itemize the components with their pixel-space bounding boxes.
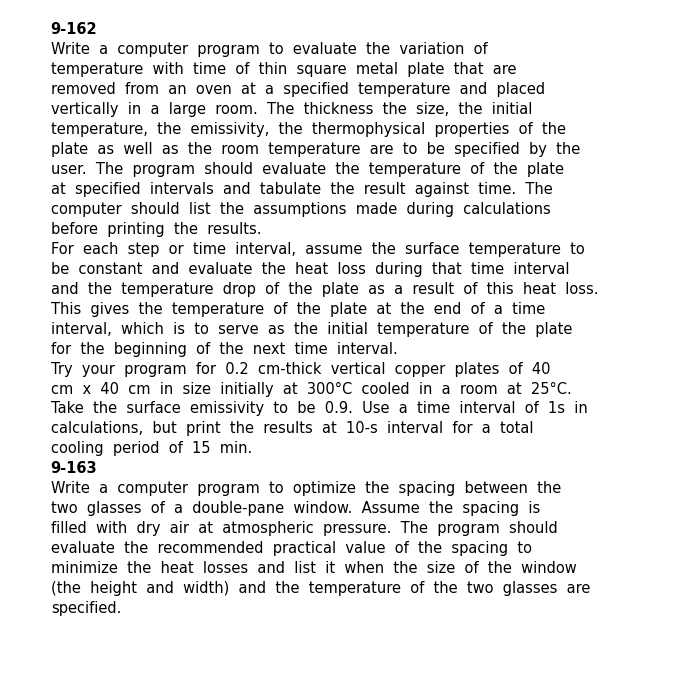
Text: cm  x  40  cm  in  size  initially  at  300°C  cooled  in  a  room  at  25°C.: cm x 40 cm in size initially at 300°C co… [51, 382, 571, 396]
Text: temperature,  the  emissivity,  the  thermophysical  properties  of  the: temperature, the emissivity, the thermop… [51, 122, 566, 137]
Text: Write  a  computer  program  to  evaluate  the  variation  of: Write a computer program to evaluate the… [51, 42, 487, 57]
Text: and  the  temperature  drop  of  the  plate  as  a  result  of  this  heat  loss: and the temperature drop of the plate as… [51, 281, 598, 297]
Text: vertically  in  a  large  room.  The  thickness  the  size,  the  initial: vertically in a large room. The thicknes… [51, 102, 532, 117]
Text: This  gives  the  temperature  of  the  plate  at  the  end  of  a  time: This gives the temperature of the plate … [51, 302, 545, 316]
Text: interval,  which  is  to  serve  as  the  initial  temperature  of  the  plate: interval, which is to serve as the initi… [51, 321, 572, 337]
Text: 9-163: 9-163 [51, 461, 97, 476]
Text: be  constant  and  evaluate  the  heat  loss  during  that  time  interval: be constant and evaluate the heat loss d… [51, 262, 569, 276]
Text: (the  height  and  width)  and  the  temperature  of  the  two  glasses  are: (the height and width) and the temperatu… [51, 581, 590, 596]
Text: filled  with  dry  air  at  atmospheric  pressure.  The  program  should: filled with dry air at atmospheric press… [51, 521, 558, 536]
Text: For  each  step  or  time  interval,  assume  the  surface  temperature  to: For each step or time interval, assume t… [51, 241, 585, 257]
Text: Write  a  computer  program  to  optimize  the  spacing  between  the: Write a computer program to optimize the… [51, 481, 561, 496]
Text: user.  The  program  should  evaluate  the  temperature  of  the  plate: user. The program should evaluate the te… [51, 162, 564, 177]
Text: evaluate  the  recommended  practical  value  of  the  spacing  to: evaluate the recommended practical value… [51, 541, 532, 556]
Text: two  glasses  of  a  double-pane  window.  Assume  the  spacing  is: two glasses of a double-pane window. Ass… [51, 501, 540, 516]
Text: before  printing  the  results.: before printing the results. [51, 222, 261, 237]
Text: Try  your  program  for  0.2  cm-thick  vertical  copper  plates  of  40: Try your program for 0.2 cm-thick vertic… [51, 361, 550, 377]
Text: 9-162: 9-162 [51, 22, 97, 37]
Text: for  the  beginning  of  the  next  time  interval.: for the beginning of the next time inter… [51, 342, 397, 356]
Text: plate  as  well  as  the  room  temperature  are  to  be  specified  by  the: plate as well as the room temperature ar… [51, 142, 580, 157]
Text: at  specified  intervals  and  tabulate  the  result  against  time.  The: at specified intervals and tabulate the … [51, 182, 552, 197]
Text: cooling  period  of  15  min.: cooling period of 15 min. [51, 441, 252, 456]
Text: computer  should  list  the  assumptions  made  during  calculations: computer should list the assumptions mad… [51, 202, 550, 217]
Text: Take  the  surface  emissivity  to  be  0.9.  Use  a  time  interval  of  1s  in: Take the surface emissivity to be 0.9. U… [51, 401, 587, 416]
Text: temperature  with  time  of  thin  square  metal  plate  that  are: temperature with time of thin square met… [51, 62, 516, 77]
Text: removed  from  an  oven  at  a  specified  temperature  and  placed: removed from an oven at a specified temp… [51, 83, 545, 97]
Text: specified.: specified. [51, 601, 121, 616]
Text: calculations,  but  print  the  results  at  10-s  interval  for  a  total: calculations, but print the results at 1… [51, 421, 533, 436]
Text: minimize  the  heat  losses  and  list  it  when  the  size  of  the  window: minimize the heat losses and list it whe… [51, 561, 577, 576]
